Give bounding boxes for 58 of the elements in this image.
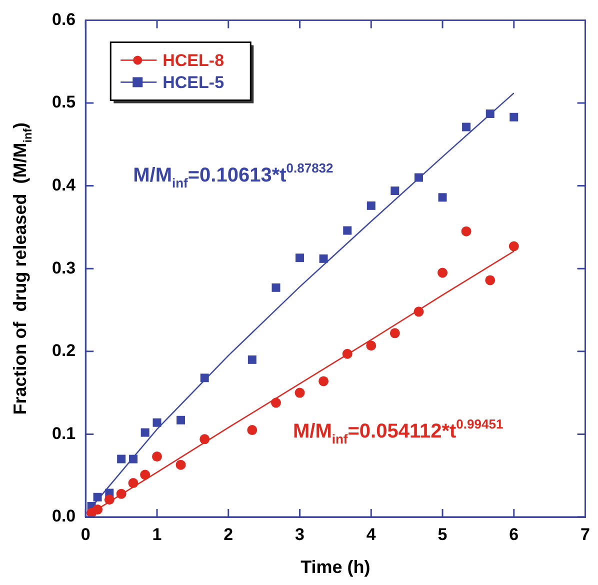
x-tick-label: 4 xyxy=(366,524,376,544)
x-tick-label: 2 xyxy=(224,524,234,544)
point xyxy=(104,494,114,505)
point xyxy=(152,452,162,462)
x-axis-title: Time (h) xyxy=(300,557,370,578)
x-tick-label: 6 xyxy=(509,524,519,544)
point xyxy=(485,275,496,286)
point xyxy=(140,428,150,437)
point xyxy=(438,268,448,278)
point xyxy=(510,112,518,122)
y-tick-label: 0.3 xyxy=(52,258,76,278)
point xyxy=(461,226,472,236)
legend-label: HCEL-8 xyxy=(162,50,224,70)
point xyxy=(366,201,376,210)
y-tick-label: 0.4 xyxy=(52,175,76,194)
x-tick-label: 0 xyxy=(80,524,90,544)
point xyxy=(176,416,186,424)
point xyxy=(272,283,280,292)
point xyxy=(414,173,423,182)
legend-label: HCEL-5 xyxy=(162,72,224,92)
x-tick-label: 7 xyxy=(580,524,590,544)
point xyxy=(247,425,258,436)
point xyxy=(486,110,494,118)
point xyxy=(390,186,400,196)
point xyxy=(438,193,447,202)
point xyxy=(414,306,424,317)
y-tick-label: 0.0 xyxy=(52,506,76,526)
point xyxy=(176,460,186,470)
point xyxy=(129,454,138,464)
point xyxy=(343,226,352,235)
x-tick-label: 5 xyxy=(438,524,448,544)
point xyxy=(390,328,400,338)
point xyxy=(140,470,150,480)
point xyxy=(508,241,519,252)
y-axis-title: Fraction of drug released (M/Minf) xyxy=(10,122,34,415)
y-tick-label: 0.2 xyxy=(52,341,76,360)
point xyxy=(342,348,352,359)
point xyxy=(116,488,126,499)
point xyxy=(128,478,138,488)
y-tick-label: 0.5 xyxy=(52,92,76,112)
point xyxy=(294,388,305,398)
point xyxy=(93,492,102,502)
point xyxy=(92,504,103,515)
point xyxy=(200,434,210,444)
y-tick-label: 0.1 xyxy=(52,424,76,443)
point xyxy=(296,254,304,262)
point xyxy=(270,398,281,408)
x-tick-label: 3 xyxy=(295,524,304,544)
point xyxy=(152,418,162,427)
point xyxy=(200,374,209,382)
point xyxy=(248,355,256,364)
point xyxy=(366,340,376,351)
point xyxy=(117,454,126,464)
x-tick-label: 1 xyxy=(152,524,162,544)
point xyxy=(319,254,328,263)
y-tick-label: 0.6 xyxy=(52,10,76,29)
point xyxy=(318,376,329,386)
point xyxy=(462,122,471,132)
